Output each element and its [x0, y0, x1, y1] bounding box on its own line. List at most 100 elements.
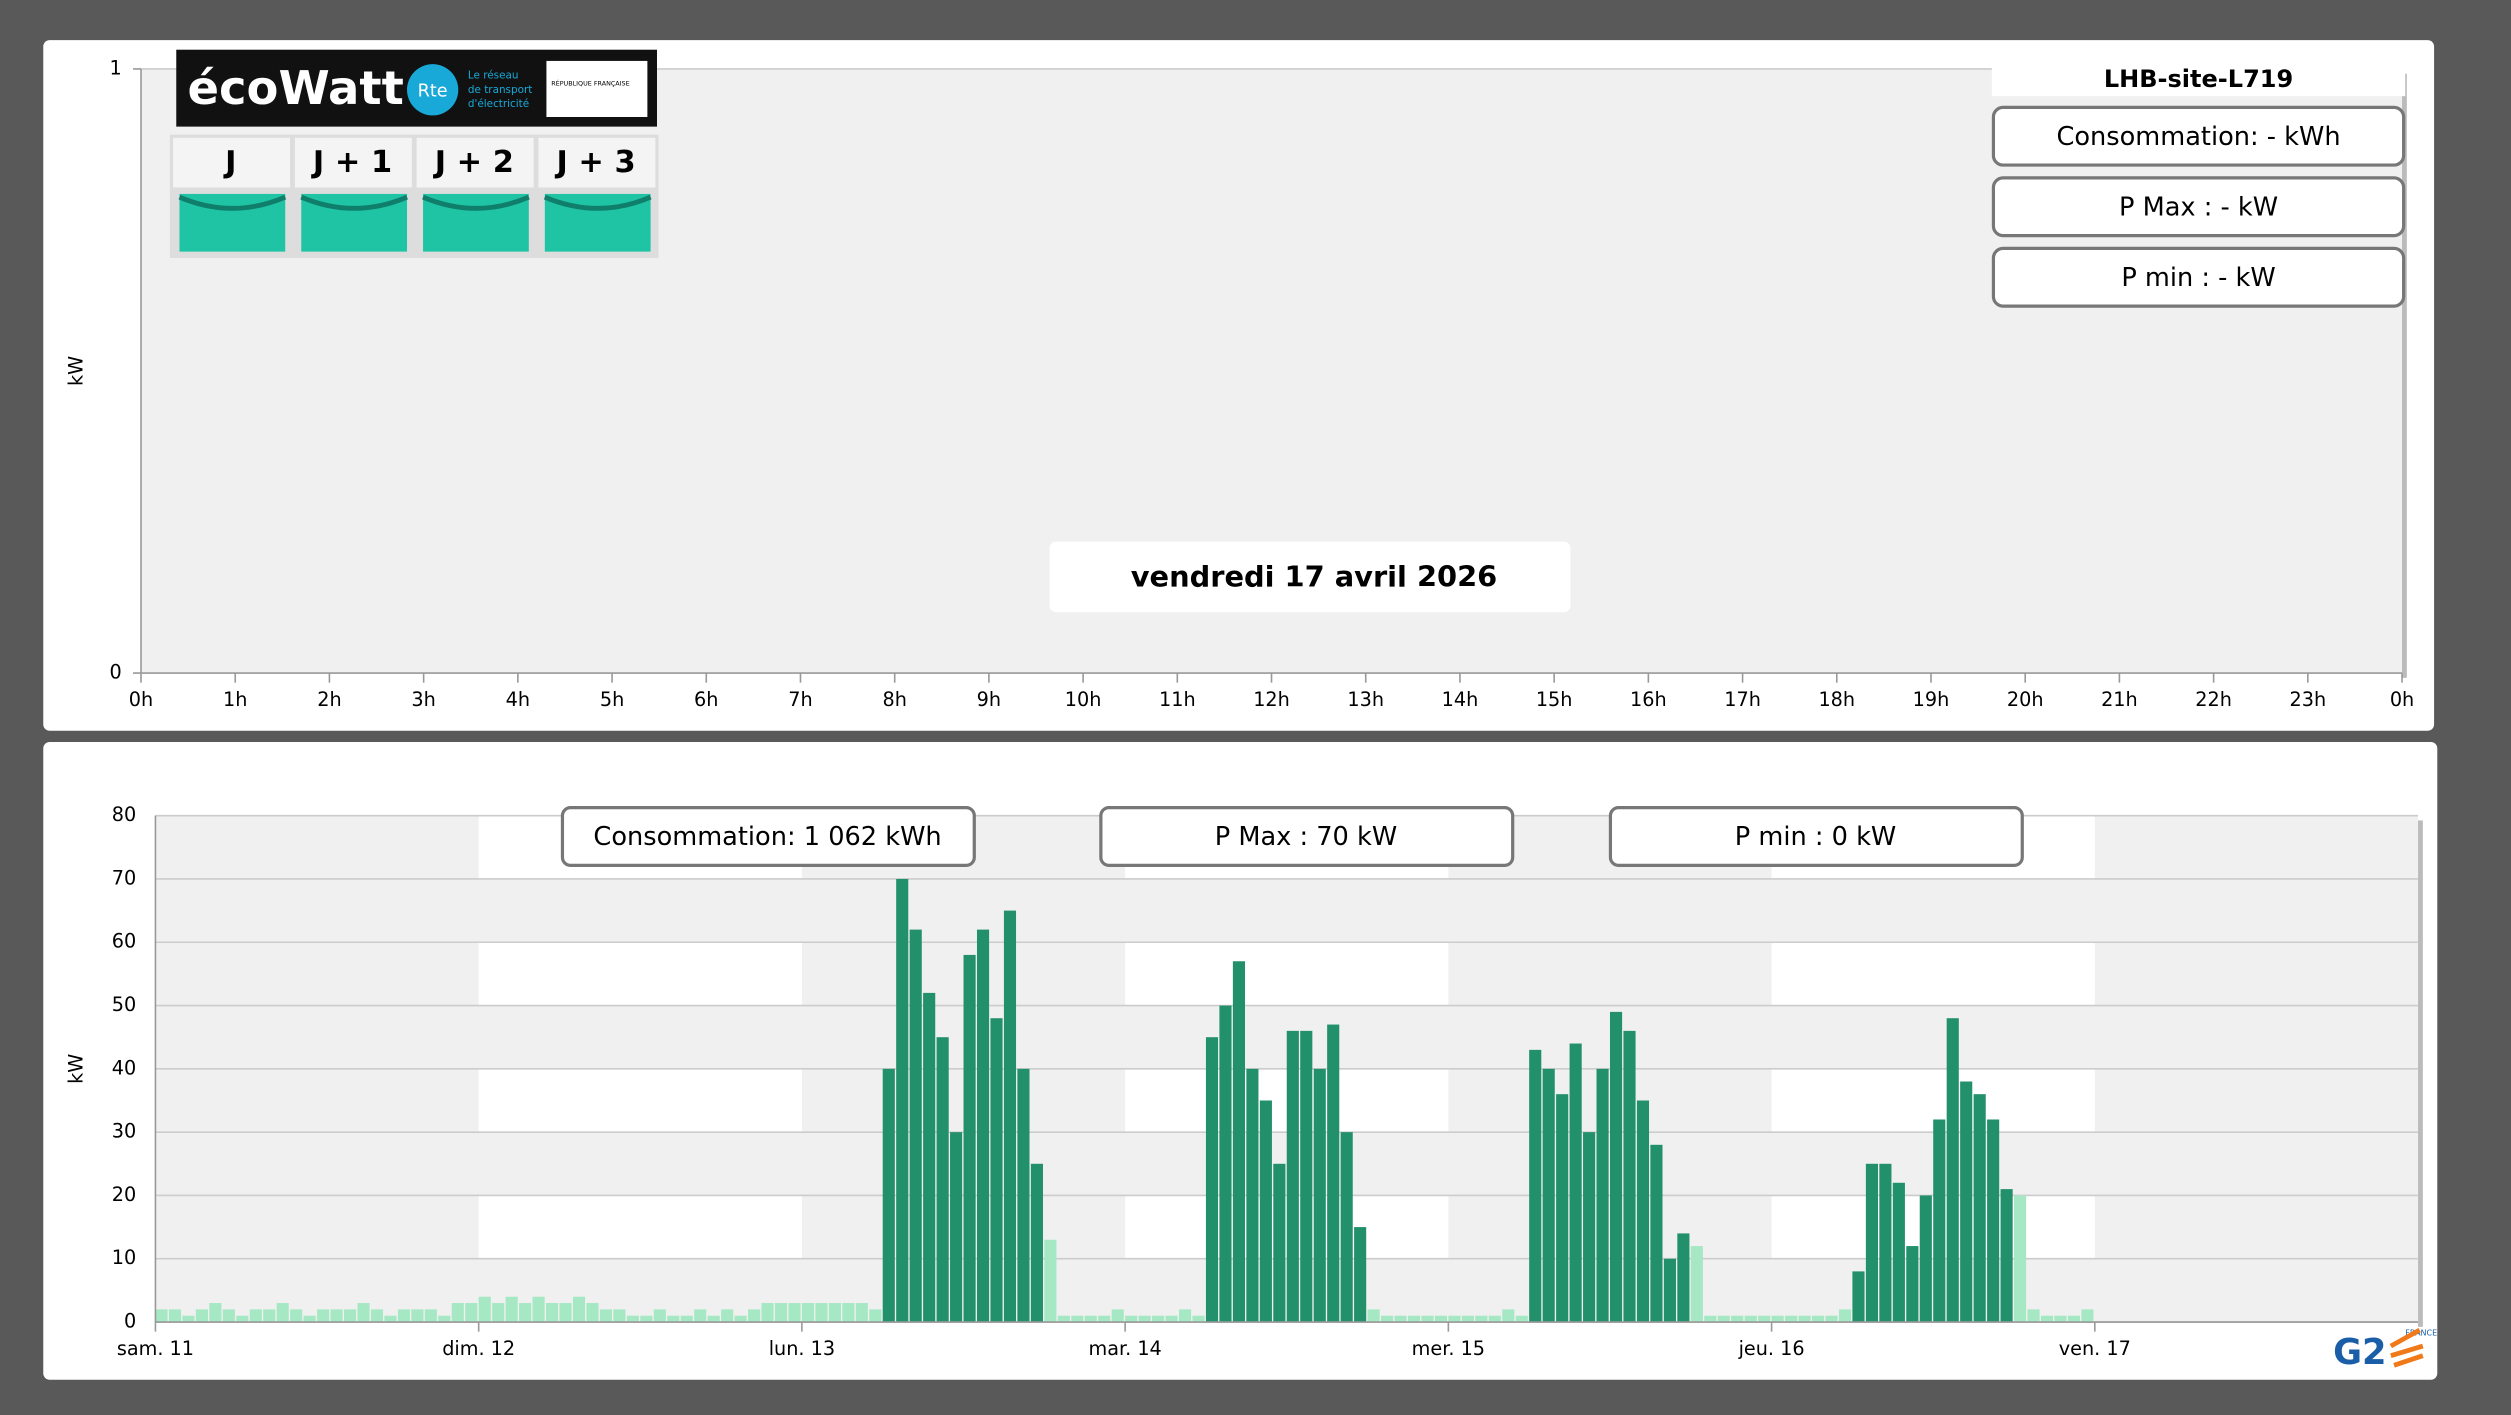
bar — [788, 1303, 801, 1323]
x-tick-label: dim. 12 — [442, 1337, 515, 1360]
bar — [1017, 1068, 1030, 1323]
bar — [1542, 1068, 1555, 1323]
stat-box — [1991, 246, 2406, 308]
rte-text: de transport — [468, 84, 532, 96]
x-tick-label: 4h — [506, 688, 530, 711]
x-tick-label: 17h — [1724, 688, 1761, 711]
x-tick-label: 22h — [2195, 688, 2232, 711]
y-tick-label: 1 — [110, 56, 122, 79]
bar — [976, 929, 990, 1323]
rte-text: Le réseau — [468, 69, 519, 81]
date-box — [1049, 541, 1571, 613]
bar — [2054, 1315, 2067, 1323]
stat-text: P min : 0 kW — [1735, 822, 1896, 852]
stat-text: P Max : 70 kW — [1215, 822, 1397, 852]
bar — [155, 1309, 168, 1323]
x-tick-label: 13h — [1347, 688, 1384, 711]
bar — [1650, 1144, 1663, 1323]
bar — [828, 1303, 841, 1323]
bar — [1933, 1119, 1946, 1323]
x-tick-label: 18h — [1818, 688, 1855, 711]
x-tick-label: 1h — [223, 688, 247, 711]
bar — [1811, 1315, 1825, 1323]
day-wave — [178, 194, 287, 211]
bar — [572, 1296, 586, 1323]
bar — [1663, 1258, 1676, 1323]
bar — [195, 1309, 208, 1323]
bar — [411, 1309, 424, 1323]
bar — [1502, 1309, 1515, 1323]
grid-band — [478, 1195, 802, 1259]
bar — [1421, 1315, 1434, 1323]
bar — [599, 1309, 613, 1323]
bar — [2040, 1315, 2054, 1323]
g2-logo: G2 FRANCE — [2333, 1327, 2437, 1373]
y-axis-label: kW — [64, 356, 87, 386]
bar — [1919, 1195, 1932, 1323]
day-label: J — [223, 145, 236, 180]
grid-band — [1771, 1068, 2095, 1133]
x-tick-label: jeu. 16 — [1738, 1337, 1805, 1360]
bar — [1488, 1315, 1501, 1323]
bar — [249, 1309, 262, 1323]
day-wave — [543, 194, 652, 211]
bar — [653, 1309, 666, 1323]
bar — [1879, 1163, 1892, 1323]
x-tick-label: 0h — [2390, 688, 2414, 711]
bar — [1475, 1315, 1488, 1323]
y-tick-label: 20 — [112, 1183, 136, 1206]
bar — [734, 1315, 747, 1323]
bar — [2081, 1309, 2094, 1323]
bar — [1286, 1030, 1299, 1323]
bar — [2067, 1315, 2081, 1323]
bar — [640, 1315, 653, 1323]
bar — [1677, 1233, 1690, 1323]
plot-shadow — [2402, 73, 2407, 678]
bar — [1044, 1239, 1057, 1323]
bar — [1461, 1315, 1474, 1323]
stat-box — [1608, 806, 2024, 867]
y-axis-label: kW — [64, 1054, 87, 1084]
stat-box — [560, 806, 976, 867]
bar — [370, 1309, 384, 1323]
bar — [222, 1309, 235, 1323]
bar — [1609, 1011, 1623, 1323]
y-tick-label: 60 — [112, 930, 136, 953]
bar — [1407, 1315, 1421, 1323]
bar — [263, 1309, 276, 1323]
x-tick-label: 8h — [882, 688, 906, 711]
bar — [1946, 1018, 1959, 1323]
bar — [613, 1309, 626, 1323]
x-tick-label: 5h — [600, 688, 624, 711]
y-tick-label: 10 — [112, 1246, 136, 1269]
bar — [1300, 1030, 1313, 1323]
y-tick-label: 70 — [112, 866, 136, 889]
bar — [1354, 1227, 1367, 1323]
day-label: J + 1 — [311, 145, 392, 180]
bar — [1165, 1315, 1178, 1323]
bar — [1556, 1094, 1569, 1323]
bar — [1340, 1132, 1353, 1323]
bar — [748, 1309, 761, 1323]
bar — [1057, 1315, 1070, 1323]
bar — [1690, 1246, 1703, 1323]
bar — [478, 1296, 491, 1323]
bar — [896, 878, 909, 1323]
site-title: LHB-site-L719 — [2104, 65, 2293, 93]
bar — [276, 1303, 289, 1323]
x-tick-label: 21h — [2101, 688, 2138, 711]
y-tick-label: 0 — [110, 661, 122, 684]
bar — [1960, 1081, 1973, 1323]
bar — [424, 1309, 437, 1323]
day-header — [173, 137, 291, 188]
bar — [2014, 1195, 2027, 1323]
bar — [909, 929, 922, 1323]
bar — [1515, 1315, 1528, 1323]
stat-text: Consommation: - kWh — [2056, 122, 2340, 152]
bar — [168, 1309, 182, 1323]
bar — [303, 1315, 316, 1323]
bar — [1771, 1315, 1784, 1323]
bar — [1111, 1309, 1124, 1323]
bar — [1623, 1030, 1636, 1323]
bar — [438, 1315, 451, 1323]
